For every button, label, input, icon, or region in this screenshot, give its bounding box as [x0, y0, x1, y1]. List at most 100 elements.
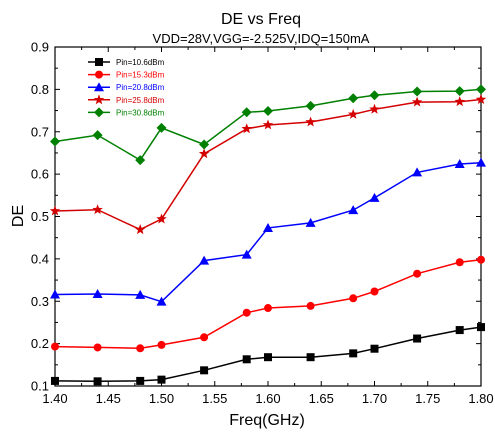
data-point: [305, 217, 316, 227]
data-point: [156, 296, 167, 306]
data-point: [454, 96, 465, 107]
data-point: [370, 287, 379, 296]
data-point: [262, 119, 274, 130]
data-point: [92, 204, 103, 215]
legend-label: Pin=10.6dBm: [116, 58, 165, 67]
data-point: [242, 355, 251, 364]
data-point: [411, 96, 423, 107]
data-point: [369, 192, 380, 202]
plot-area: 1.40 1.45 1.50 1.55 1.60 1.65 1.70 1.75 1.80 0.1 0…: [31, 40, 494, 407]
data-point: [264, 353, 272, 362]
data-point: [413, 269, 422, 278]
data-point: [264, 304, 272, 313]
legend-marker: [95, 58, 103, 66]
data-point: [263, 105, 273, 116]
data-point: [156, 122, 167, 133]
y-tick-label: 0.2: [31, 336, 49, 351]
data-point: [370, 344, 379, 353]
y-tick-label: 0.8: [31, 82, 49, 97]
data-point: [51, 376, 59, 385]
data-point: [305, 116, 316, 127]
y-tick-label: 0.1: [31, 379, 49, 394]
data-point: [413, 334, 422, 343]
data-point: [93, 377, 102, 386]
legend-label: Pin=25.8dBm: [116, 96, 165, 105]
data-point: [412, 86, 423, 97]
x-tick-label: 1.80: [468, 391, 493, 406]
data-point: [241, 123, 252, 134]
legend-label: Pin=15.3dBm: [116, 71, 165, 80]
x-tick-label: 1.70: [362, 391, 387, 406]
data-point: [157, 375, 166, 384]
data-point: [134, 224, 146, 235]
data-point: [477, 323, 485, 332]
x-tick-label: 1.60: [255, 391, 280, 406]
data-point: [349, 349, 358, 358]
data-point: [475, 94, 487, 104]
data-point: [306, 301, 315, 310]
data-point: [454, 86, 465, 97]
x-tick-label: 1.50: [149, 391, 174, 406]
data-point: [136, 376, 145, 385]
x-tick-label: 1.45: [96, 391, 121, 406]
y-tick-label: 0.5: [31, 209, 49, 224]
data-point: [476, 84, 486, 95]
data-point: [455, 326, 464, 335]
x-tick-label: 1.55: [202, 391, 227, 406]
y-tick-label: 0.3: [31, 294, 49, 309]
data-point: [199, 139, 210, 150]
legend-label: Pin=20.8dBm: [116, 83, 165, 92]
y-tick-label: 0.7: [31, 124, 49, 139]
data-point: [198, 148, 210, 159]
data-point: [349, 294, 358, 303]
x-tick-label: 1.65: [309, 391, 334, 406]
data-point: [454, 158, 465, 168]
legend-marker: [95, 70, 103, 79]
data-point: [199, 255, 210, 265]
chart-subtitle: VDD=28V,VGG=-2.525V,IDQ=150mA: [153, 31, 370, 46]
data-point: [412, 167, 423, 177]
series-line: [54, 98, 482, 231]
legend-marker: [93, 94, 105, 105]
data-point: [92, 289, 103, 299]
data-point: [241, 249, 252, 259]
data-point: [305, 100, 316, 111]
data-point: [369, 103, 380, 114]
data-point: [477, 255, 485, 264]
y-tick-label: 0.6: [31, 167, 49, 182]
x-axis-label: Freq(GHz): [229, 412, 305, 429]
data-point: [455, 258, 464, 267]
data-point: [200, 333, 209, 342]
data-point: [157, 340, 166, 349]
data-point: [135, 289, 146, 299]
data-point: [50, 136, 60, 147]
data-point: [348, 205, 359, 215]
y-axis-label: DE: [10, 205, 27, 227]
data-point: [241, 107, 252, 118]
legend-marker: [94, 107, 104, 118]
data-point: [476, 157, 486, 167]
data-point: [200, 366, 209, 375]
data-point: [348, 93, 359, 104]
data-point: [93, 343, 102, 352]
y-tick-label: 0.4: [31, 251, 49, 266]
data-point: [306, 353, 315, 362]
data-point: [92, 130, 103, 141]
chart-title: DE vs Freq: [221, 11, 301, 28]
data-point: [49, 205, 61, 216]
data-point: [51, 342, 59, 351]
data-point: [263, 222, 273, 232]
data-point: [156, 213, 167, 224]
legend-label: Pin=30.8dBm: [116, 108, 165, 117]
data-point: [50, 289, 60, 299]
series-line: [54, 161, 482, 303]
x-tick-label: 1.75: [415, 391, 440, 406]
data-point: [242, 308, 251, 317]
y-tick-label: 0.9: [31, 40, 49, 55]
data-point: [136, 344, 145, 353]
data-point: [369, 90, 380, 101]
data-point: [347, 108, 359, 119]
data-point: [135, 155, 146, 166]
legend-marker: [94, 82, 104, 92]
